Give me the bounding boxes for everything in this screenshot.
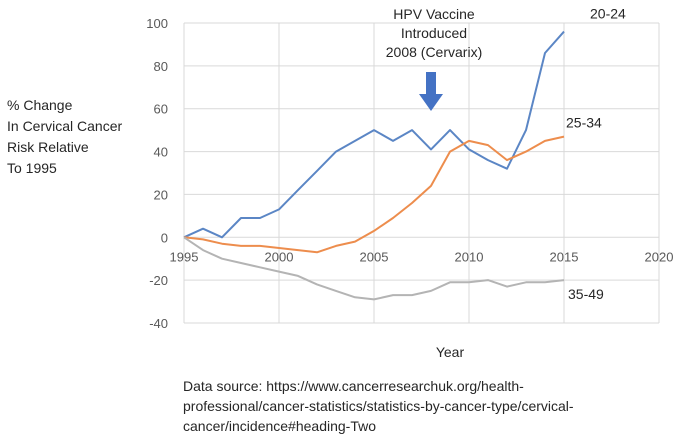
data-source-note: Data source: https://www.cancerresearchu… xyxy=(183,376,653,436)
annotation-text-line: 2008 (Cervarix) xyxy=(386,44,482,60)
y-tick-label: 60 xyxy=(154,102,168,117)
series-line xyxy=(183,236,565,301)
annotation-arrow-shaft xyxy=(426,72,436,94)
x-tick-labels: 1995 2000 2005 2010 2015 2020 xyxy=(170,249,674,264)
y-tick-label: 0 xyxy=(161,230,168,245)
annotation-text-line: Introduced xyxy=(401,25,467,41)
series-line xyxy=(183,135,565,254)
y-axis-title: % Change In Cervical Cancer Risk Relative T… xyxy=(7,97,122,176)
x-tick-label: 2000 xyxy=(265,249,294,264)
y-axis-title-line: Risk Relative xyxy=(7,139,89,155)
series-label: 35-49 xyxy=(568,286,604,302)
series-label: 25-34 xyxy=(566,115,602,131)
gridlines xyxy=(183,22,660,324)
y-axis-title-line: In Cervical Cancer xyxy=(7,118,122,134)
y-tick-label: 20 xyxy=(154,187,168,202)
y-axis-title-line: To 1995 xyxy=(7,160,57,176)
annotation-arrow-head xyxy=(419,94,443,111)
x-tick-label: 2010 xyxy=(455,249,484,264)
x-tick-label: 2020 xyxy=(645,249,674,264)
y-tick-label: -40 xyxy=(149,316,168,331)
source-line: professional/cancer-statistics/statistic… xyxy=(183,398,574,414)
series-labels: 20-24 25-34 35-49 xyxy=(566,6,626,303)
y-tick-label: 80 xyxy=(154,59,168,74)
series-lines xyxy=(183,30,565,301)
annotation-text-line: HPV Vaccine xyxy=(393,6,475,22)
y-tick-label: 100 xyxy=(146,16,168,31)
x-tick-label: 2015 xyxy=(550,249,579,264)
series-label: 20-24 xyxy=(590,6,626,22)
y-tick-label: 40 xyxy=(154,145,168,160)
x-axis-title: Year xyxy=(436,344,465,360)
source-line: Data source: https://www.cancerresearchu… xyxy=(183,378,524,394)
x-tick-label: 2005 xyxy=(360,249,389,264)
y-tick-label: -20 xyxy=(149,273,168,288)
vaccine-annotation: HPV Vaccine Introduced 2008 (Cervarix) xyxy=(386,6,482,111)
source-line: cancer/incidence#heading-Two xyxy=(183,418,377,434)
x-tick-label: 1995 xyxy=(170,249,199,264)
y-tick-labels: -40 -20 0 20 40 60 80 100 xyxy=(146,16,168,331)
series-line xyxy=(183,30,565,239)
y-axis-title-line: % Change xyxy=(7,97,73,113)
